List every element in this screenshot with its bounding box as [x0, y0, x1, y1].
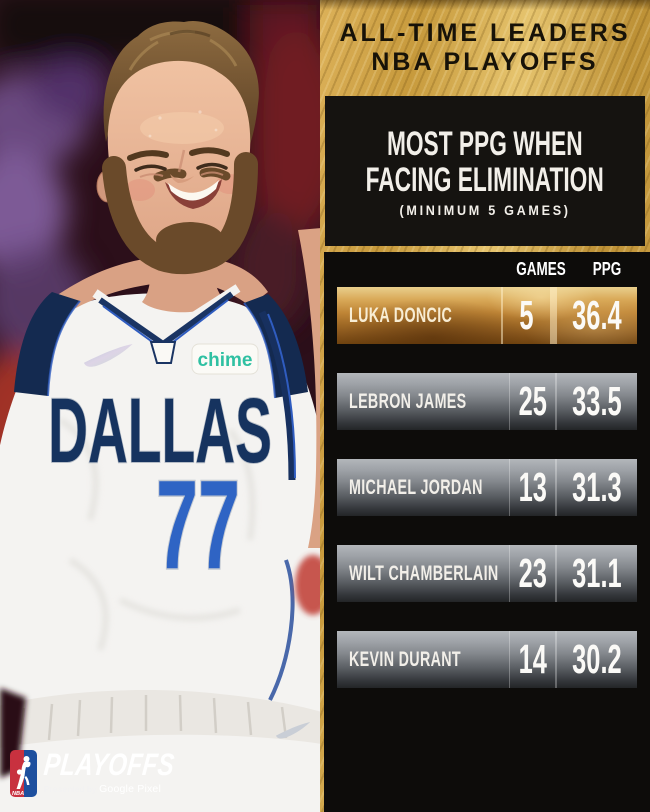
- player-name: KEVIN DURANT: [349, 647, 461, 671]
- ppg-value: 31.3: [572, 464, 622, 510]
- presented-by-line: Presented by Google Pixel: [44, 783, 211, 795]
- table-row: WILT CHAMBERLAIN 23 31.1: [337, 545, 637, 602]
- ppg-value: 31.1: [572, 550, 622, 596]
- ppg-value: 36.4: [572, 292, 622, 338]
- banner-line-1: ALL-TIME LEADERS: [339, 19, 631, 47]
- title-subtitle: (MINIMUM 5 GAMES): [399, 201, 571, 218]
- games-value: 14: [518, 636, 547, 682]
- player-name: MICHAEL JORDAN: [349, 475, 483, 499]
- table-row: LEBRON JAMES 25 33.5: [337, 373, 637, 430]
- face: [96, 20, 259, 275]
- ppg-value: 33.5: [572, 378, 622, 424]
- banner-line-2: NBA PLAYOFFS: [371, 48, 599, 76]
- title-line-2: FACING ELIMINATION: [365, 159, 605, 198]
- table-row: KEVIN DURANT 14 30.2: [337, 631, 637, 688]
- column-header-ppg: PPG: [592, 259, 622, 279]
- jersey-sponsor-patch: chime: [191, 343, 259, 375]
- stat-title-box: MOST PPG WHEN FACING ELIMINATION (MINIMU…: [325, 96, 645, 246]
- player-photo: chime DALLAS 77: [0, 0, 320, 812]
- smile: [165, 179, 222, 209]
- eye-right: [196, 162, 228, 170]
- ppg-value: 30.2: [572, 636, 622, 682]
- nba-logo-text: NBA: [12, 791, 24, 797]
- player-photo-art: chime DALLAS 77: [0, 0, 320, 812]
- games-value: 25: [518, 378, 547, 424]
- jersey-number: 77: [156, 455, 240, 596]
- nba-playoffs-lockup: NBA PLAYOFFS Presented by Google Pixel: [10, 747, 211, 797]
- column-header-games: GAMES: [516, 259, 566, 279]
- sponsor-name: Google Pixel: [99, 783, 161, 795]
- jersey-body: [0, 293, 320, 812]
- eye-left: [134, 164, 167, 172]
- nba-logo-icon: NBA: [10, 750, 37, 797]
- beard: [102, 152, 258, 275]
- jersey-strap-left: [14, 292, 80, 396]
- stats-panel: ALL-TIME LEADERS NBA PLAYOFFS MOST PPG W…: [320, 0, 650, 812]
- games-value: 23: [518, 550, 547, 596]
- player-name: LEBRON JAMES: [349, 389, 467, 413]
- stats-table: GAMES PPG LUKA DONCIC 5 36.4 LEBRON JAME…: [324, 252, 650, 812]
- player-name: LUKA DONCIC: [349, 303, 453, 327]
- table-row: LUKA DONCIC 5 36.4: [337, 287, 637, 344]
- title-line-1: MOST PPG WHEN: [387, 123, 583, 162]
- games-value: 5: [519, 292, 534, 338]
- gold-banner: ALL-TIME LEADERS NBA PLAYOFFS: [320, 0, 650, 96]
- presented-by-label: Presented by: [44, 784, 97, 794]
- jersey-sponsor-text: chime: [198, 350, 253, 371]
- table-row: MICHAEL JORDAN 13 31.3: [337, 459, 637, 516]
- games-value: 13: [518, 464, 547, 510]
- arm: [298, 228, 320, 548]
- player-name: WILT CHAMBERLAIN: [349, 561, 499, 585]
- playoffs-wordmark: PLAYOFFS: [42, 747, 177, 782]
- collar-notch: [149, 341, 177, 364]
- jersey-team-wordmark: DALLAS: [48, 380, 272, 483]
- column-headers: GAMES PPG: [324, 252, 650, 287]
